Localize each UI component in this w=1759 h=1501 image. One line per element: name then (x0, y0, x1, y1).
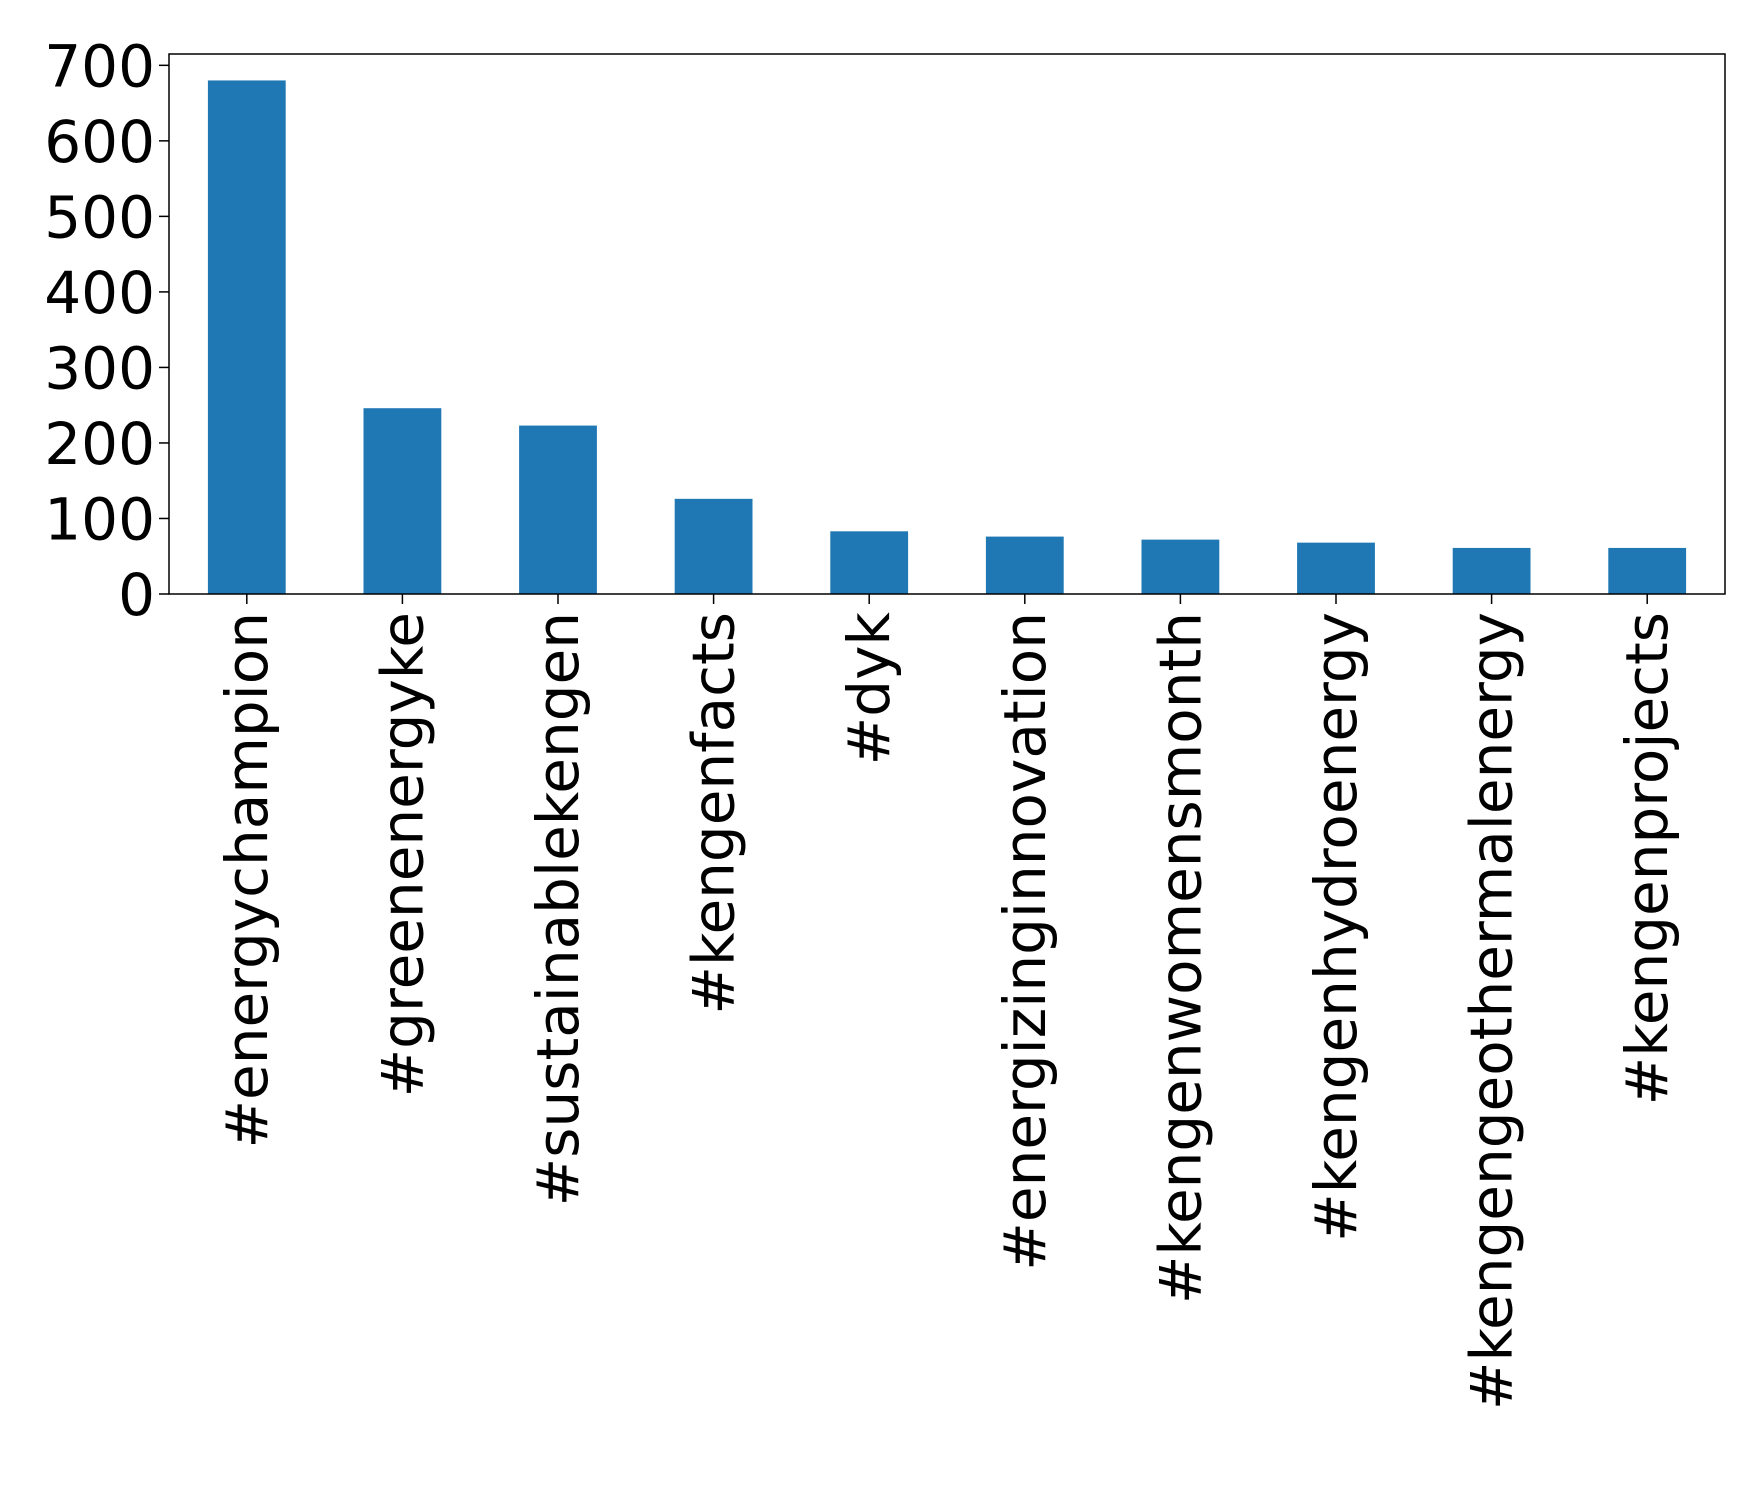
y-tick-label: 0 (118, 561, 155, 629)
y-tick-label: 700 (44, 32, 155, 100)
bars-group (207, 80, 1687, 594)
bar-kengenwomensmonth (1141, 539, 1220, 594)
y-tick-label: 300 (44, 334, 155, 402)
bar-dyk (830, 531, 909, 594)
y-axis: 0 100 200 300 400 500 600 700 (44, 32, 169, 629)
x-tick-label: #kengenwomensmonth (1146, 612, 1214, 1304)
bar-kengenhydroenergy (1297, 542, 1375, 594)
x-tick-label: #energizinginnovation (991, 612, 1059, 1271)
y-tick-label: 400 (44, 259, 155, 327)
y-tick-label: 600 (44, 108, 155, 176)
bar-greenenergyke (363, 408, 442, 594)
bar-energychampion (207, 80, 286, 594)
x-tick-label: #kengenhydroenergy (1302, 612, 1370, 1242)
y-tick-label: 100 (44, 485, 155, 553)
x-axis: #energychampion #greenenergyke #sustainabl… (213, 594, 1681, 1410)
x-tick-label: #energychampion (213, 612, 281, 1149)
y-tick-label: 200 (44, 410, 155, 478)
bar-kengenfacts (674, 498, 753, 594)
x-tick-label: #greenenergyke (368, 612, 436, 1097)
x-tick-label: #dyk (835, 612, 903, 766)
plot-frame (168, 53, 1726, 595)
x-tick-label: #sustainablekengen (524, 612, 592, 1206)
x-tick-label: #kengenprojects (1613, 612, 1681, 1105)
bar-kengenprojects (1608, 547, 1687, 594)
bar-energizinginnovation (985, 536, 1064, 594)
x-tick-label: #kengenfacts (680, 612, 748, 1015)
y-tick-label: 500 (44, 183, 155, 251)
bar-kengengeothermalenergy (1452, 547, 1531, 594)
x-tick-label: #kengengeothermalenergy (1458, 612, 1526, 1410)
bar-sustainablekengen (519, 425, 597, 594)
